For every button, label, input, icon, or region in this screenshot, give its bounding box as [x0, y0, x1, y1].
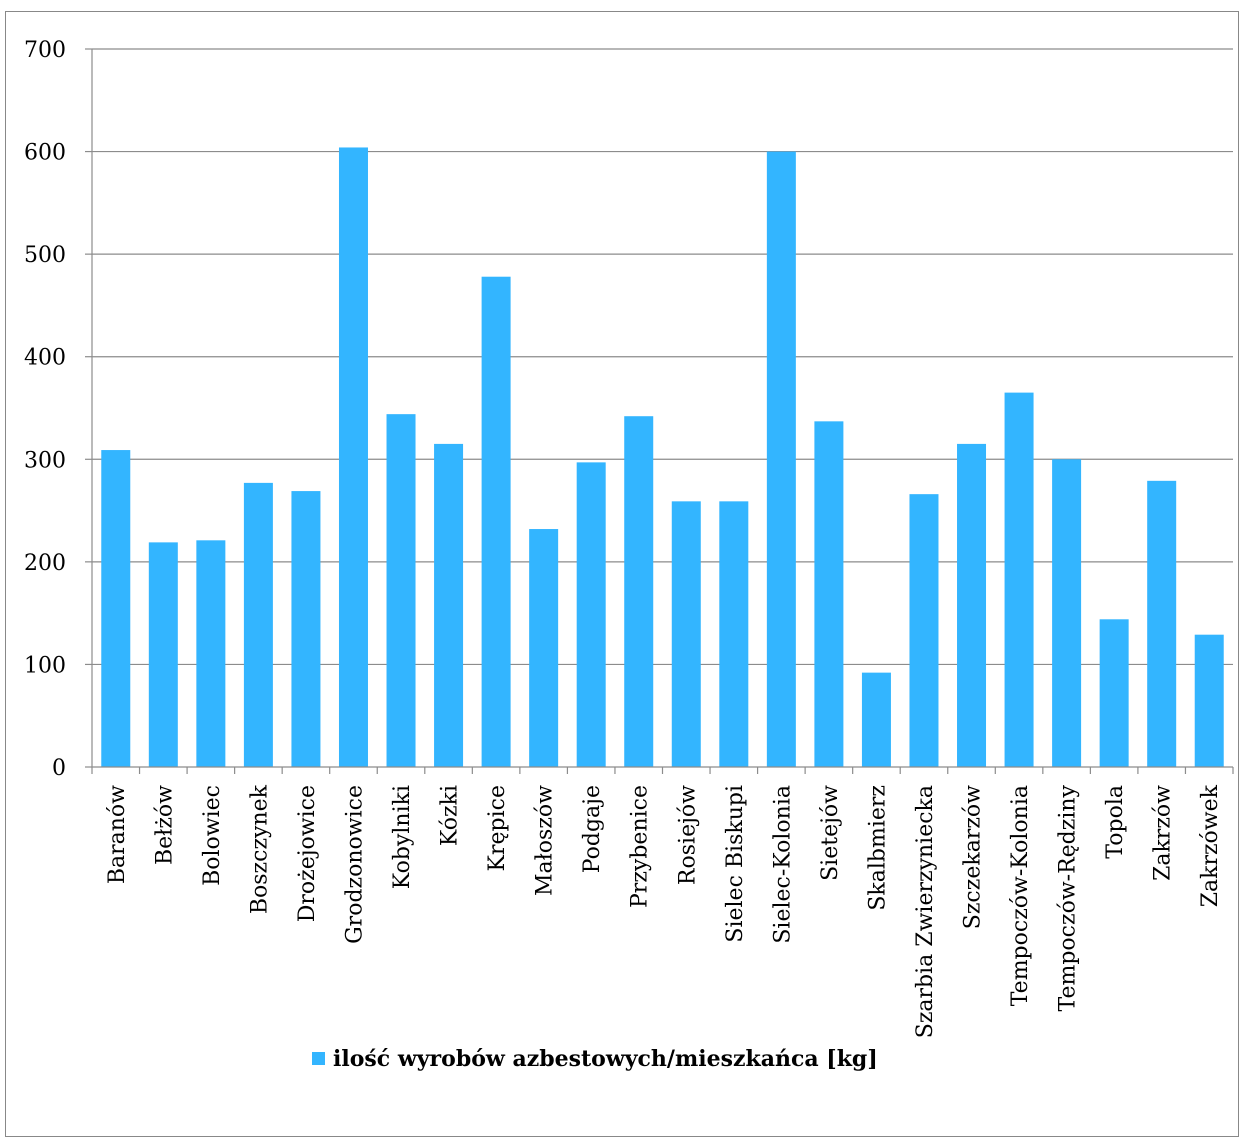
x-tick-label: Szczekarzów — [961, 785, 986, 929]
bar — [101, 450, 131, 767]
bar — [1147, 480, 1177, 767]
x-tick-label: Rosiejów — [675, 785, 700, 885]
bar — [291, 491, 321, 767]
bar — [909, 494, 939, 767]
axes — [85, 48, 1234, 774]
x-tick-label: Przybenice — [628, 785, 653, 908]
x-tick-label: Bełżów — [152, 785, 177, 865]
bar — [434, 443, 464, 767]
legend-swatch — [312, 1052, 325, 1065]
y-tick-label: 0 — [52, 756, 66, 781]
x-tick-label: Sielec Biskupi — [723, 785, 748, 943]
x-tick-label: Zakrzów — [1151, 785, 1176, 881]
x-tick-label: Tempoczów-Kolonia — [1008, 785, 1033, 1006]
bar — [196, 540, 226, 767]
bar — [338, 147, 368, 767]
x-tick-label: Zakrzówek — [1198, 784, 1223, 907]
bar — [1099, 619, 1129, 767]
bar — [1004, 392, 1034, 767]
x-tick-label: Skalbmierz — [865, 785, 890, 911]
x-tick-label: Topola — [1103, 785, 1128, 859]
bar — [243, 482, 273, 767]
x-tick-label: Kózki — [438, 785, 463, 846]
y-tick-label: 600 — [24, 141, 66, 166]
x-tick-label: Tempoczów-Rędziny — [1056, 784, 1081, 1011]
bar — [576, 462, 606, 767]
bar — [1194, 634, 1224, 767]
bar — [148, 542, 178, 767]
x-tick-label: Szarbia Zwierzyniecka — [913, 785, 938, 1038]
bar — [719, 501, 749, 767]
x-tick-label: Krępice — [485, 785, 510, 871]
bar — [529, 529, 559, 767]
legend: ilość wyrobów azbestowych/mieszkańca [kg… — [312, 1046, 878, 1072]
bar — [814, 421, 844, 767]
bar — [861, 672, 891, 767]
y-tick-label: 300 — [24, 448, 66, 473]
y-tick-label: 500 — [24, 243, 66, 268]
y-tick-label: 100 — [24, 653, 66, 678]
y-tick-labels: 0 100 200 300 400 500 600 700 — [24, 38, 66, 781]
x-tick-label: Grodzonowice — [342, 785, 367, 944]
bar — [481, 276, 511, 767]
x-tick-label: Kobylniki — [390, 785, 415, 889]
x-tick-label: Drożejowice — [295, 785, 320, 922]
y-tick-label: 400 — [24, 346, 66, 371]
x-tick-labels: Baranów Bełżów Bolowiec Boszczynek Drożejowi… — [105, 784, 1223, 1038]
x-tick-label: Sielec-Kolonia — [770, 785, 795, 944]
bar — [624, 416, 654, 767]
bar — [386, 414, 416, 767]
bar — [671, 501, 701, 767]
y-tick-label: 200 — [24, 551, 66, 576]
bar — [1052, 459, 1082, 767]
x-tick-label: Baranów — [105, 785, 130, 884]
grid-lines — [92, 48, 1233, 666]
x-tick-label: Podgaje — [580, 785, 605, 873]
x-tick-label: Sietejów — [818, 785, 843, 881]
y-tick-label: 700 — [24, 38, 66, 63]
x-tick-label: Boszczynek — [247, 784, 272, 914]
bar — [766, 151, 796, 768]
bar — [957, 443, 987, 767]
x-tick-label: Bolowiec — [200, 785, 225, 886]
bars — [101, 147, 1224, 768]
x-tick-label: Małoszów — [533, 785, 558, 896]
legend-label: ilość wyrobów azbestowych/mieszkańca [kg… — [333, 1046, 878, 1072]
